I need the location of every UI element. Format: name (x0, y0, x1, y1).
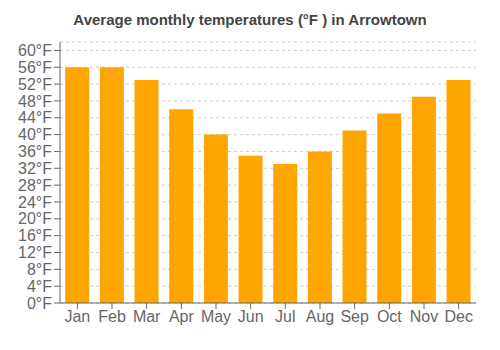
svg-text:16°F: 16°F (18, 227, 52, 244)
svg-text:36°F: 36°F (18, 143, 52, 160)
svg-text:52°F: 52°F (18, 76, 52, 93)
svg-text:32°F: 32°F (18, 160, 52, 177)
svg-text:4°F: 4°F (27, 278, 52, 295)
svg-text:Aug: Aug (306, 308, 334, 325)
svg-text:Mar: Mar (133, 308, 161, 325)
svg-text:Apr: Apr (169, 308, 195, 325)
svg-text:40°F: 40°F (18, 126, 52, 143)
svg-text:Sep: Sep (340, 308, 369, 325)
svg-text:28°F: 28°F (18, 177, 52, 194)
svg-text:Jan: Jan (64, 308, 90, 325)
svg-text:May: May (201, 308, 231, 325)
svg-text:48°F: 48°F (18, 93, 52, 110)
svg-text:44°F: 44°F (18, 109, 52, 126)
svg-text:Oct: Oct (377, 308, 402, 325)
html-text:Average monthly temperatures (: Average monthly temperatures (°F ) in Ar… (73, 11, 427, 28)
svg-text:Feb: Feb (98, 308, 126, 325)
svg-text:60°F: 60°F (18, 42, 52, 59)
svg-text:8°F: 8°F (27, 261, 52, 278)
svg-text:Dec: Dec (444, 308, 472, 325)
svg-text:Jul: Jul (275, 308, 295, 325)
svg-text:12°F: 12°F (18, 244, 52, 261)
svg-text:20°F: 20°F (18, 210, 52, 227)
svg-text:Jun: Jun (238, 308, 264, 325)
svg-text:56°F: 56°F (18, 59, 52, 76)
svg-text:0°F: 0°F (27, 295, 52, 312)
svg-text:Nov: Nov (410, 308, 438, 325)
svg-text:24°F: 24°F (18, 194, 52, 211)
